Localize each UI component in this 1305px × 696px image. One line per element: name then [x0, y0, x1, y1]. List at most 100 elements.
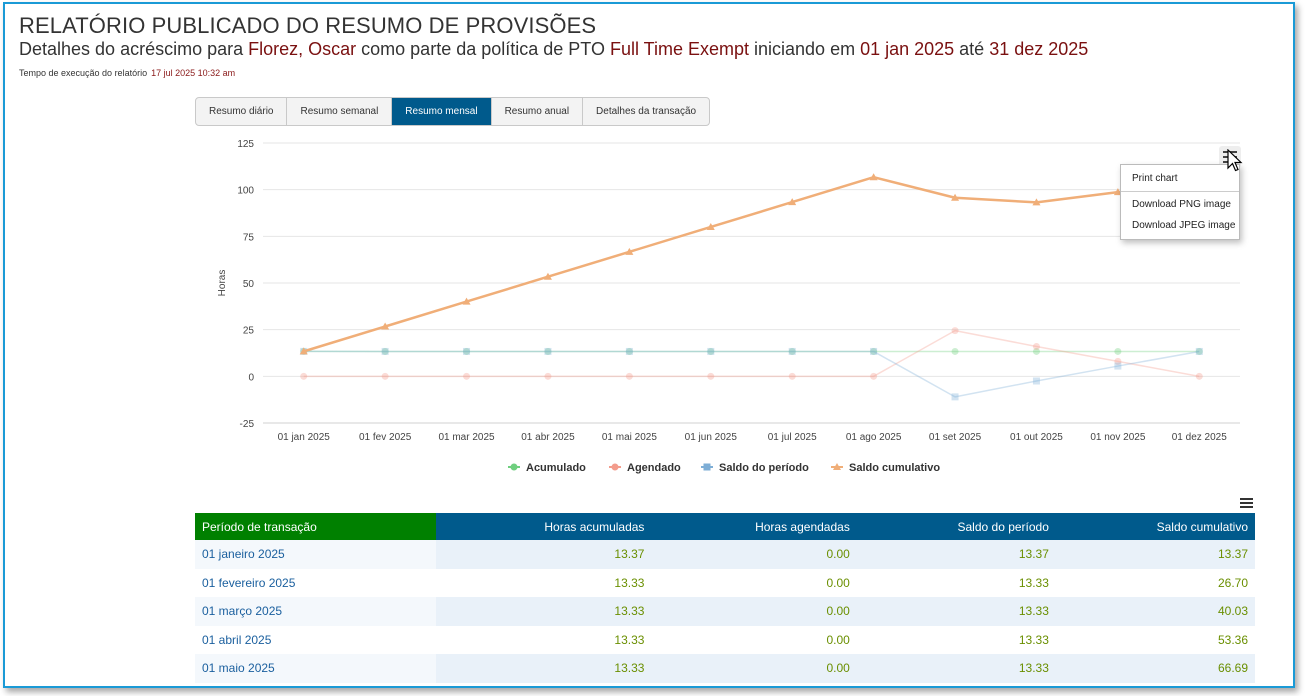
data-point — [788, 198, 797, 206]
report-runtime: Tempo de execução do relatório 17 jul 202… — [19, 68, 235, 78]
period-link[interactable]: 01 maio 2025 — [195, 654, 436, 683]
data-point — [1032, 377, 1040, 385]
y-tick-label: 25 — [243, 326, 255, 337]
x-tick-label: 01 jul 2025 — [768, 432, 817, 443]
data-point — [951, 193, 960, 201]
cell-period-balance: 13.33 — [856, 625, 1056, 654]
y-tick-label: 50 — [243, 279, 255, 290]
y-tick-label: 100 — [237, 186, 254, 197]
legend-item[interactable]: Acumulado — [526, 462, 586, 474]
x-tick-label: 01 set 2025 — [929, 432, 982, 443]
subtitle-text: Detalhes do acréscimo para — [19, 39, 249, 59]
table-row: 01 março 2025 13.33 0.00 13.33 40.03 — [195, 597, 1255, 626]
cell-accrued: 13.37 — [436, 540, 652, 569]
col-header-accrued[interactable]: Horas acumuladas — [436, 513, 652, 540]
cell-accrued: 13.33 — [436, 625, 652, 654]
cell-scheduled: 0.00 — [651, 654, 857, 683]
accrual-line-chart: 125 100 75 50 25 0 -25 Horas 01 jan 2025 01 fev 2… — [217, 139, 1240, 474]
table-header-row: Período de transação Horas acumuladas Ho… — [195, 513, 1255, 540]
data-point — [381, 322, 390, 330]
y-tick-label: 0 — [248, 372, 254, 383]
data-point — [707, 347, 715, 355]
data-point — [788, 347, 796, 355]
y-tick-label: 125 — [237, 139, 254, 150]
legend-marker — [703, 463, 711, 471]
runtime-label: Tempo de execução do relatório — [19, 68, 148, 78]
tab-transaction-details[interactable]: Detalhes da transação — [596, 106, 697, 117]
data-point — [625, 247, 634, 255]
y-axis-label: Horas — [217, 270, 228, 297]
period-link[interactable]: 01 março 2025 — [195, 597, 436, 626]
summary-tabs: Resumo diário Resumo semanal Resumo mens… — [195, 97, 711, 126]
end-date: 31 dez 2025 — [989, 39, 1089, 59]
cell-cumulative-balance: 53.36 — [1055, 625, 1255, 654]
menu-item-download-jpeg[interactable]: Download JPEG image — [1132, 220, 1236, 231]
data-point — [870, 347, 878, 355]
data-point — [544, 347, 552, 355]
menu-item-print-chart[interactable]: Print chart — [1132, 173, 1178, 184]
x-tick-label: 01 ago 2025 — [846, 432, 902, 443]
period-link[interactable]: 01 fevereiro 2025 — [195, 568, 436, 597]
report-window: RELATÓRIO PUBLICADO DO RESUMO DE PROVISÕ… — [3, 2, 1295, 688]
y-tick-label: -25 — [240, 419, 255, 430]
data-point — [1032, 342, 1040, 350]
tab-weekly-summary[interactable]: Resumo semanal — [287, 98, 393, 125]
x-tick-label: 01 abr 2025 — [521, 432, 575, 443]
data-point — [870, 372, 878, 380]
data-point — [1114, 357, 1122, 365]
cell-cumulative-balance: 66.69 — [1055, 654, 1255, 683]
runtime-value: 17 jul 2025 10:32 am — [151, 68, 236, 78]
x-tick-label: 01 mar 2025 — [438, 432, 495, 443]
subtitle-text: iniciando em — [749, 39, 861, 59]
data-point — [299, 347, 308, 355]
tab-yearly-summary[interactable]: Resumo anual — [492, 98, 584, 125]
x-tick-label: 01 dez 2025 — [1172, 432, 1227, 443]
data-point — [870, 347, 878, 355]
series-line — [303, 175, 1200, 353]
table-menu-icon[interactable] — [1240, 498, 1254, 510]
cell-scheduled: 0.00 — [651, 540, 857, 569]
x-tick-label: 01 out 2025 — [1010, 432, 1063, 443]
data-point — [381, 347, 389, 355]
cell-accrued: 13.33 — [436, 597, 652, 626]
cell-accrued: 13.33 — [436, 654, 652, 683]
legend-item[interactable]: Agendado — [627, 462, 681, 474]
col-header-scheduled[interactable]: Horas agendadas — [651, 513, 857, 540]
col-header-cumulative-balance[interactable]: Saldo cumulativo — [1055, 513, 1255, 540]
data-point — [381, 347, 389, 355]
x-tick-label: 01 fev 2025 — [359, 432, 412, 443]
col-header-period-balance[interactable]: Saldo do período — [856, 513, 1056, 540]
data-point — [707, 372, 715, 380]
data-point — [463, 372, 471, 380]
data-point — [1114, 347, 1122, 355]
x-tick-label: 01 jun 2025 — [685, 432, 738, 443]
data-point — [625, 372, 633, 380]
legend-item[interactable]: Saldo cumulativo — [849, 462, 940, 474]
y-tick-label: 75 — [243, 232, 255, 243]
data-point — [869, 173, 878, 181]
x-tick-label: 01 mai 2025 — [602, 432, 657, 443]
tab-daily-summary[interactable]: Resumo diário — [196, 98, 288, 125]
table-row: 01 abril 2025 13.33 0.00 13.33 53.36 — [195, 625, 1255, 654]
data-point — [1113, 188, 1122, 196]
col-header-period[interactable]: Período de transação — [195, 513, 436, 540]
report-subtitle: Detalhes do acréscimo para Florez, Oscar… — [19, 39, 1088, 60]
start-date: 01 jan 2025 — [860, 39, 955, 59]
data-point — [625, 347, 633, 355]
data-point — [625, 347, 633, 355]
data-point — [706, 222, 715, 230]
cell-period-balance: 13.33 — [856, 654, 1056, 683]
cell-period-balance: 13.37 — [856, 540, 1056, 569]
menu-item-download-png[interactable]: Download PNG image — [1132, 199, 1231, 210]
data-point — [544, 372, 552, 380]
tab-monthly-summary[interactable]: Resumo mensal — [392, 98, 492, 125]
cell-scheduled: 0.00 — [651, 597, 857, 626]
legend-marker — [611, 463, 619, 471]
data-point — [951, 347, 959, 355]
period-link[interactable]: 01 abril 2025 — [195, 625, 436, 654]
legend-marker — [833, 463, 841, 470]
transaction-table: Período de transação Horas acumuladas Ho… — [195, 513, 1255, 683]
legend-item[interactable]: Saldo do período — [719, 462, 809, 474]
data-point — [463, 347, 471, 355]
period-link[interactable]: 01 janeiro 2025 — [195, 540, 436, 569]
